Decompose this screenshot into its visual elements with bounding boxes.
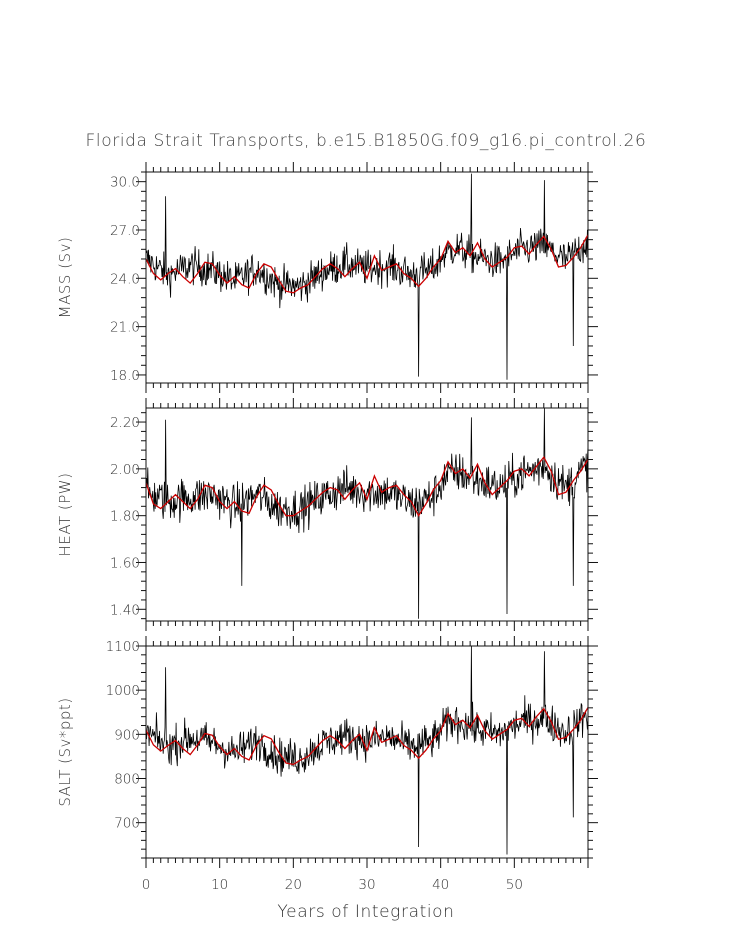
panel-1-monthly-line: [146, 408, 588, 619]
x-tick-label: 20: [285, 877, 302, 893]
x-tick-label: 0: [142, 877, 151, 893]
panel-0-ylabel: MASS (Sv): [56, 237, 74, 319]
panel-2-annual-line: [146, 707, 588, 766]
panels-layer: 18.0 21.0 24.0 27.0 30.0 MASS (Sv) 1.40 1.60 1.8…: [56, 162, 598, 893]
panel-2-ytick-label: 700: [114, 816, 140, 832]
panel-2-ytick-label: 1000: [106, 683, 140, 699]
panel-1-ytick-label: 1.60: [110, 555, 140, 571]
x-tick-label: 50: [506, 877, 523, 893]
panel-0-ytick-label: 18.0: [110, 368, 140, 384]
panel-0-ytick-label: 27.0: [110, 223, 140, 239]
panel-0-monthly-line: [146, 173, 588, 380]
panel-1-ytick-label: 2.20: [110, 415, 140, 431]
x-axis-label: Years of Integration: [277, 902, 454, 922]
panel-1-ytick-label: 1.40: [110, 602, 140, 618]
panel-2-ytick-label: 900: [114, 727, 140, 743]
panel-0-ytick-label: 21.0: [110, 320, 140, 336]
panel-1-ylabel: HEAT (PW): [56, 473, 74, 557]
panel-1-annual-line: [146, 456, 588, 518]
panel-1-frame: [145, 407, 589, 622]
panel-2-ytick-label: 1100: [106, 639, 140, 655]
panel-2-frame: [145, 645, 589, 859]
x-tick-label: 10: [211, 877, 228, 893]
panel-1: 1.40 1.60 1.80 2.00 2.20 HEAT (PW): [56, 398, 598, 631]
x-tick-label: 40: [432, 877, 449, 893]
panel-1-ytick-label: 1.80: [110, 509, 140, 525]
panel-0-ytick-label: 24.0: [110, 271, 140, 287]
panel-2-ytick-label: 800: [114, 772, 140, 788]
x-tick-label: 30: [358, 877, 375, 893]
panel-0-ytick-label: 30.0: [110, 175, 140, 191]
chart-title: Florida Strait Transports, b.e15.B1850G.…: [86, 131, 647, 151]
panel-0: 18.0 21.0 24.0 27.0 30.0 MASS (Sv): [56, 162, 598, 393]
panel-1-ytick-label: 2.00: [110, 462, 140, 478]
panel-2: 700 800 900 1000 1100 SALT (Sv*ppt) 0 10 20 30 40 5…: [56, 636, 598, 893]
panel-0-annual-line: [146, 234, 588, 294]
panel-2-ylabel: SALT (Sv*ppt): [56, 697, 74, 806]
